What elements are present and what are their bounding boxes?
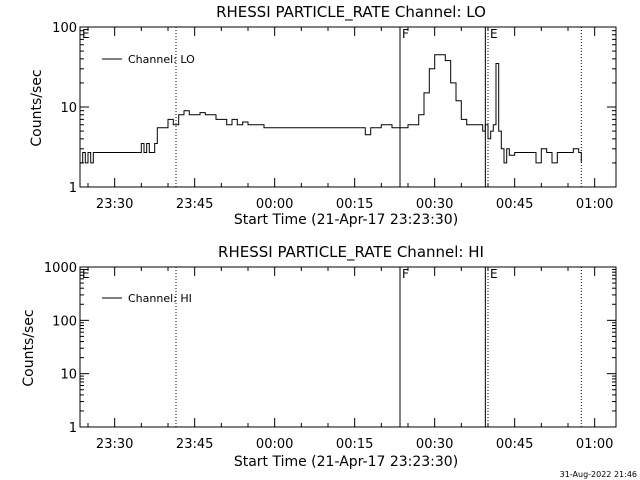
- chart-title: RHESSI PARTICLE_RATE Channel: LO: [216, 3, 486, 22]
- x-tick-label: 00:00: [256, 437, 293, 452]
- x-tick-label: 00:00: [256, 197, 293, 212]
- plot-frame: [79, 266, 617, 428]
- legend: Channel: HI: [102, 292, 192, 305]
- hi-channel-panel: RHESSI PARTICLE_RATE Channel: HI 1101001…: [21, 243, 617, 470]
- y-tick-label: 100: [52, 314, 77, 329]
- plot-area: 1 10 100 23:30 23:45 00:00 00:15 00:30 00:45 01:0…: [52, 21, 617, 212]
- event-marker-label: E: [82, 27, 90, 41]
- x-tick-label: 00:30: [416, 437, 453, 452]
- chart-title: RHESSI PARTICLE_RATE Channel: HI: [218, 243, 484, 262]
- x-tick-label: 01:00: [576, 437, 613, 452]
- y-axis-label: Counts/sec: [29, 69, 45, 146]
- legend: Channel: LO: [102, 53, 195, 66]
- y-tick-label: 10: [60, 101, 77, 116]
- event-marker-label: E: [490, 27, 498, 41]
- x-tick-label: 00:45: [496, 197, 533, 212]
- legend-label: Channel: LO: [128, 53, 195, 66]
- x-tick-label: 23:30: [96, 197, 133, 212]
- event-marker-label: E: [82, 267, 90, 281]
- x-tick-label: 00:15: [336, 437, 373, 452]
- y-tick-label: 1000: [44, 261, 77, 276]
- y-tick-label: 10: [60, 368, 77, 383]
- legend-label: Channel: HI: [128, 292, 192, 305]
- x-tick-label: 00:45: [496, 437, 533, 452]
- plot-area: 1 10 100 1000 23:30 23:45 00:00 00:15 00:30 00:45…: [44, 261, 617, 452]
- event-marker-label: F: [402, 27, 409, 41]
- x-axis-label: Start Time (21-Apr-17 23:23:30): [234, 212, 458, 228]
- series-line-channel-lo: [80, 54, 582, 164]
- event-marker-label: F: [402, 267, 409, 281]
- lo-channel-panel: RHESSI PARTICLE_RATE Channel: LO 1 10 100 2…: [29, 3, 617, 228]
- x-tick-label: 00:15: [336, 197, 373, 212]
- event-marker-label: E: [490, 267, 498, 281]
- y-tick-label: 100: [52, 21, 77, 36]
- y-tick-label: 1: [69, 181, 77, 196]
- x-tick-label: 23:30: [96, 437, 133, 452]
- x-axis-label: Start Time (21-Apr-17 23:23:30): [234, 454, 458, 470]
- x-tick-label: 23:45: [176, 197, 213, 212]
- x-tick-label: 00:30: [416, 197, 453, 212]
- x-tick-label: 23:45: [176, 437, 213, 452]
- generation-timestamp: 31-Aug-2022 21:46: [560, 470, 637, 479]
- y-axis-label: Counts/sec: [21, 309, 37, 386]
- x-tick-label: 01:00: [576, 197, 613, 212]
- y-tick-label: 1: [69, 421, 77, 436]
